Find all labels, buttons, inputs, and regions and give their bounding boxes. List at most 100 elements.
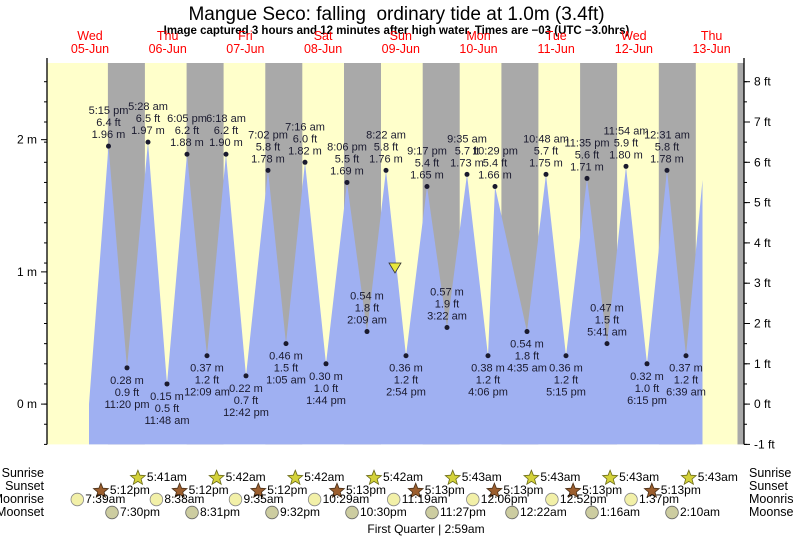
svg-text:0.22 m: 0.22 m	[229, 383, 263, 395]
svg-text:0.28 m: 0.28 m	[110, 375, 144, 387]
svg-text:1.2 ft: 1.2 ft	[476, 375, 500, 387]
svg-text:7:02 pm: 7:02 pm	[248, 129, 288, 141]
svg-text:Thu: Thu	[701, 29, 723, 43]
svg-text:10:29am: 10:29am	[323, 492, 370, 506]
svg-text:5:43am: 5:43am	[462, 470, 502, 484]
svg-text:9:17 pm: 9:17 pm	[407, 146, 447, 158]
svg-text:0.9 ft: 0.9 ft	[115, 387, 139, 399]
svg-text:6.0 ft: 6.0 ft	[293, 133, 317, 145]
svg-text:6 ft: 6 ft	[754, 155, 771, 169]
svg-text:11:19am: 11:19am	[402, 492, 448, 506]
svg-text:8:06 pm: 8:06 pm	[327, 142, 367, 154]
svg-text:0.54 m: 0.54 m	[350, 291, 384, 303]
svg-text:1.2 ft: 1.2 ft	[394, 375, 418, 387]
svg-text:6:15 pm: 6:15 pm	[627, 395, 667, 407]
svg-text:Mangue Seco: falling ordinary: Mangue Seco: falling ordinary tide at 1.…	[188, 4, 604, 25]
svg-text:Wed: Wed	[621, 29, 647, 43]
svg-text:Fri: Fri	[238, 29, 253, 43]
svg-text:1.0 ft: 1.0 ft	[635, 383, 659, 395]
svg-text:6:18 am: 6:18 am	[206, 113, 246, 125]
svg-text:0.37 m: 0.37 m	[190, 363, 224, 375]
svg-text:8:22 am: 8:22 am	[366, 129, 406, 141]
svg-text:5:41am: 5:41am	[147, 470, 187, 484]
svg-text:7:16 am: 7:16 am	[285, 121, 325, 133]
svg-text:10-Jun: 10-Jun	[459, 42, 497, 56]
svg-text:5.9 ft: 5.9 ft	[614, 137, 638, 149]
svg-text:6:39 am: 6:39 am	[666, 387, 706, 399]
svg-text:12:09 am: 12:09 am	[184, 387, 230, 399]
svg-text:12:42 pm: 12:42 pm	[223, 407, 269, 419]
svg-text:5.4 ft: 5.4 ft	[415, 158, 439, 170]
svg-text:1.78 m: 1.78 m	[650, 153, 684, 165]
svg-text:7:30pm: 7:30pm	[120, 505, 160, 519]
svg-text:1.2 ft: 1.2 ft	[674, 375, 698, 387]
svg-text:2 m: 2 m	[17, 133, 37, 147]
svg-text:0.47 m: 0.47 m	[590, 303, 624, 315]
svg-text:1.8 ft: 1.8 ft	[355, 303, 379, 315]
svg-text:1.9 ft: 1.9 ft	[435, 299, 459, 311]
svg-text:0.38 m: 0.38 m	[471, 363, 505, 375]
svg-text:0.36 m: 0.36 m	[549, 363, 583, 375]
svg-text:1.65 m: 1.65 m	[410, 170, 444, 182]
svg-text:8:31pm: 8:31pm	[200, 505, 240, 519]
svg-text:5:28 am: 5:28 am	[128, 101, 168, 113]
svg-text:1.88 m: 1.88 m	[170, 137, 204, 149]
svg-text:3:22 am: 3:22 am	[427, 311, 467, 323]
svg-text:1:05 am: 1:05 am	[266, 375, 306, 387]
svg-text:9:35 am: 9:35 am	[447, 133, 487, 145]
svg-text:Sat: Sat	[314, 29, 333, 43]
svg-text:5.6 ft: 5.6 ft	[575, 149, 599, 161]
svg-text:Sunset: Sunset	[749, 479, 788, 493]
svg-text:First Quarter | 2:59am: First Quarter | 2:59am	[367, 522, 484, 536]
svg-text:Thu: Thu	[157, 29, 179, 43]
svg-text:11:48 am: 11:48 am	[144, 415, 189, 427]
svg-text:5.5 ft: 5.5 ft	[335, 154, 359, 166]
svg-text:Sunset: Sunset	[5, 479, 44, 493]
svg-text:1:37pm: 1:37pm	[639, 492, 679, 506]
svg-text:11:35 pm: 11:35 pm	[564, 137, 609, 149]
svg-text:5:43am: 5:43am	[540, 470, 580, 484]
svg-text:0.54 m: 0.54 m	[510, 339, 544, 351]
svg-text:6.5 ft: 6.5 ft	[136, 113, 160, 125]
svg-text:4:06 pm: 4:06 pm	[468, 387, 508, 399]
svg-text:5.4 ft: 5.4 ft	[483, 158, 507, 170]
svg-text:9:35am: 9:35am	[244, 492, 284, 506]
svg-text:-1 ft: -1 ft	[754, 437, 775, 451]
svg-text:4 ft: 4 ft	[754, 236, 771, 250]
svg-text:Sun: Sun	[390, 29, 412, 43]
svg-text:9:32pm: 9:32pm	[280, 505, 320, 519]
svg-text:12-Jun: 12-Jun	[615, 42, 653, 56]
svg-text:0.36 m: 0.36 m	[389, 363, 423, 375]
svg-text:1 m: 1 m	[17, 265, 37, 279]
svg-text:5.7 ft: 5.7 ft	[534, 145, 558, 157]
svg-text:5.8 ft: 5.8 ft	[655, 141, 679, 153]
svg-text:12:06pm: 12:06pm	[481, 492, 528, 506]
svg-text:0.5 ft: 0.5 ft	[155, 403, 179, 415]
svg-text:0.37 m: 0.37 m	[669, 363, 703, 375]
svg-text:0.57 m: 0.57 m	[430, 287, 464, 299]
svg-text:1.2 ft: 1.2 ft	[195, 375, 219, 387]
svg-text:11:27pm: 11:27pm	[440, 505, 486, 519]
svg-text:12:22am: 12:22am	[520, 505, 567, 519]
svg-text:0.7 ft: 0.7 ft	[234, 395, 258, 407]
svg-text:4:35 am: 4:35 am	[507, 363, 547, 375]
svg-text:1.75 m: 1.75 m	[529, 157, 563, 169]
svg-text:06-Jun: 06-Jun	[149, 42, 187, 56]
svg-text:1.97 m: 1.97 m	[131, 125, 165, 137]
svg-text:1.69 m: 1.69 m	[330, 166, 364, 178]
svg-text:11:20 pm: 11:20 pm	[104, 399, 149, 411]
svg-text:8:38am: 8:38am	[164, 492, 204, 506]
svg-text:Moonset: Moonset	[0, 505, 45, 519]
svg-text:0.46 m: 0.46 m	[269, 351, 303, 363]
svg-text:5:42am: 5:42am	[383, 470, 423, 484]
svg-text:5:43am: 5:43am	[698, 470, 738, 484]
svg-text:7 ft: 7 ft	[754, 115, 771, 129]
svg-text:0.15 m: 0.15 m	[150, 391, 184, 403]
svg-text:5:15 pm: 5:15 pm	[546, 387, 586, 399]
svg-text:11:54 am: 11:54 am	[603, 125, 648, 137]
svg-text:1.82 m: 1.82 m	[288, 145, 322, 157]
svg-text:Sunrise: Sunrise	[2, 466, 44, 480]
svg-text:6.2 ft: 6.2 ft	[214, 125, 238, 137]
svg-text:Moonset: Moonset	[749, 505, 793, 519]
svg-text:1.71 m: 1.71 m	[570, 161, 604, 173]
